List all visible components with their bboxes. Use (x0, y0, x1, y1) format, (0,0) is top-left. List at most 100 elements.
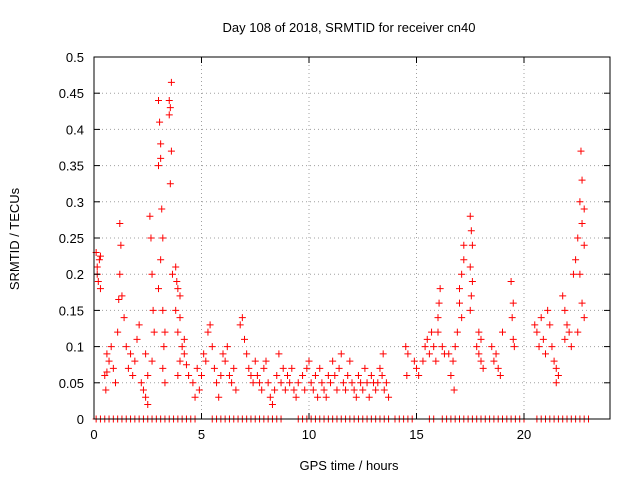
data-point (116, 220, 124, 228)
data-point (361, 364, 369, 372)
data-point (496, 372, 504, 380)
data-point (292, 393, 300, 401)
data-point (245, 364, 253, 372)
data-point (217, 372, 225, 380)
data-point (572, 256, 580, 264)
data-point (354, 372, 362, 380)
data-point (378, 372, 386, 380)
data-point (492, 350, 500, 358)
y-axis-label: SRMTID / TECUs (7, 187, 22, 290)
data-point (109, 364, 117, 372)
data-point (451, 343, 459, 351)
data-point (198, 372, 205, 380)
data-point (155, 285, 162, 293)
data-point (320, 386, 328, 394)
data-point (105, 357, 113, 365)
data-point (148, 270, 156, 278)
data-point (578, 299, 586, 307)
data-point (144, 401, 152, 409)
data-point (357, 379, 365, 387)
data-point (447, 372, 455, 380)
data-point (294, 379, 302, 387)
data-point (574, 234, 582, 242)
data-point (124, 364, 132, 372)
data-point (185, 372, 193, 380)
data-point (133, 335, 141, 343)
data-point (174, 328, 182, 336)
data-point (176, 314, 184, 322)
data-point (559, 292, 567, 300)
data-point (191, 393, 199, 401)
data-point (165, 111, 173, 119)
x-tick-label: 10 (302, 427, 316, 442)
data-point (115, 296, 123, 304)
data-point (307, 379, 315, 387)
data-point (135, 321, 143, 329)
data-point (466, 263, 474, 271)
y-tick-label: 0.1 (66, 340, 84, 355)
data-point (453, 328, 461, 336)
data-point (299, 372, 307, 380)
data-point (204, 328, 212, 336)
data-point (286, 379, 294, 387)
data-point (460, 256, 468, 264)
data-point (249, 379, 257, 387)
data-point (327, 379, 334, 387)
data-point (155, 96, 162, 104)
data-point (531, 321, 539, 329)
data-point (499, 328, 506, 336)
data-point (415, 372, 423, 380)
x-tick-label: 15 (409, 427, 423, 442)
data-point (158, 205, 166, 213)
data-point (159, 234, 167, 242)
data-point (580, 205, 588, 213)
data-point (213, 379, 221, 387)
data-point (167, 78, 175, 86)
y-tick-label: 0.15 (59, 303, 84, 318)
data-point (561, 306, 569, 314)
data-point (346, 357, 354, 365)
data-point (172, 306, 180, 314)
data-point (546, 321, 554, 329)
x-tick-label: 5 (198, 427, 205, 442)
data-point (116, 270, 124, 278)
data-point (129, 372, 137, 380)
data-point (219, 350, 227, 358)
data-point (96, 252, 104, 260)
data-point (510, 343, 518, 351)
data-point (404, 350, 412, 358)
data-point (467, 227, 475, 235)
data-point (554, 372, 562, 380)
data-point (402, 343, 410, 351)
data-point (475, 350, 483, 358)
data-point (150, 328, 158, 336)
data-point (578, 176, 586, 184)
data-point (161, 328, 169, 336)
data-point (380, 386, 388, 394)
data-point (329, 357, 337, 365)
data-point (277, 379, 285, 387)
data-point (142, 393, 150, 401)
data-point (367, 372, 375, 380)
data-point (127, 350, 135, 358)
data-point (507, 277, 515, 285)
data-point (176, 292, 184, 300)
ticks-layer: 0 0.05 0.1 0.15 0.2 0.25 0.3 0.35 0.4 0.45 0.5 0 5 10… (59, 50, 610, 442)
data-point (251, 357, 259, 365)
data-point (243, 350, 251, 358)
data-point (494, 364, 502, 372)
data-point (268, 401, 276, 409)
data-point (458, 314, 466, 322)
x-axis-label: GPS time / hours (300, 458, 399, 473)
data-point (567, 343, 575, 351)
data-point (580, 241, 588, 249)
data-point (156, 118, 164, 126)
data-point (176, 357, 184, 365)
data-point (550, 357, 558, 365)
data-point (102, 386, 110, 394)
data-point (576, 270, 584, 278)
data-point (552, 364, 560, 372)
y-tick-label: 0 (77, 412, 84, 427)
data-point (425, 350, 433, 358)
